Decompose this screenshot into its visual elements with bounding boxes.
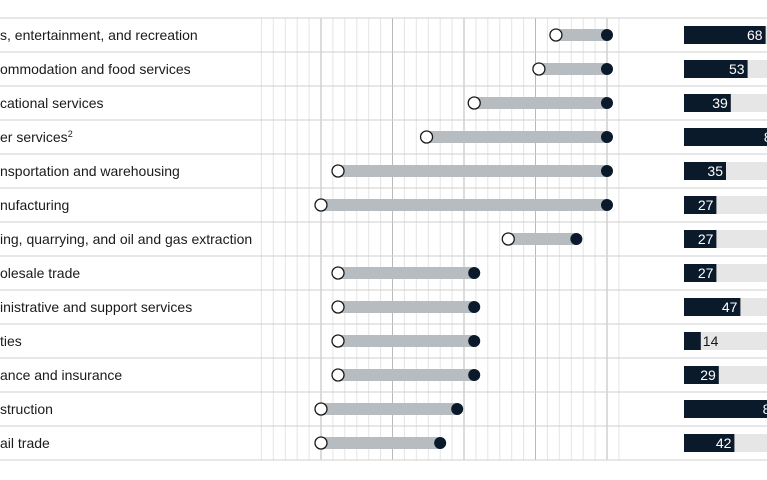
end-point [451,403,464,415]
bar [684,26,766,44]
start-point [314,198,328,212]
bar [684,366,719,384]
bar-value-label: 53 [729,61,745,77]
bar-value-label: 27 [698,231,714,247]
chart-row: nufacturing 27 [0,196,767,214]
end-point [601,131,613,143]
chart-row: olesale trade 27 [0,264,767,282]
bar [684,60,748,78]
end-point [468,335,481,347]
category-label: struction [0,401,53,417]
end-point [601,63,613,75]
category-label: s, entertainment, and recreation [0,27,198,43]
start-point [549,28,563,42]
category-label: ail trade [0,435,50,451]
end-point [434,437,447,449]
end-point [468,369,481,381]
start-point [419,130,434,144]
bar-value-label: 82 [764,129,767,145]
bar [684,94,731,112]
category-label: ommodation and food services [0,61,191,77]
bar [684,230,717,248]
chart-row: ommodation and food services 53 [0,60,767,78]
chart-row: struction 81 [0,400,767,418]
chart-row: ing, quarrying, and oil and gas extracti… [0,230,767,248]
end-point [601,97,613,109]
bar [684,400,767,418]
start-point [331,368,345,382]
chart-row: nsportation and warehousing 35 [0,162,767,180]
bar [684,162,726,180]
bar-track [684,332,767,350]
category-label: nsportation and warehousing [0,163,180,179]
bar-value-label: 35 [707,163,723,179]
start-point [331,164,345,178]
bar-value-label: 81 [763,401,767,417]
start-point [467,96,481,110]
bar-value-label: 14 [703,333,719,349]
chart-rows: s, entertainment, and recreation 68 ommoda… [0,26,767,452]
category-label: nufacturing [0,197,69,213]
bar [684,332,701,350]
bar-value-label: 27 [698,265,714,281]
chart-row: er services2 82 [0,128,767,146]
category-label: er services2 [0,129,73,145]
end-point [601,199,613,211]
label-superscript: 2 [68,129,73,139]
category-label: inistrative and support services [0,299,192,315]
chart-row: ance and insurance 29 [0,366,767,384]
start-point [501,232,515,246]
bar-value-label: 27 [698,197,714,213]
chart-row: ail trade 42 [0,434,767,452]
start-point [331,300,345,314]
start-point [314,402,328,416]
row-rules [0,17,767,461]
start-point [331,266,345,280]
bar [684,196,717,214]
end-point [570,233,583,245]
category-label: ing, quarrying, and oil and gas extracti… [0,231,252,247]
end-point [468,267,481,279]
bar-value-label: 39 [712,95,728,111]
end-point [601,29,613,41]
category-label: ance and insurance [0,367,122,383]
start-point [532,62,546,76]
end-point [601,165,613,177]
category-label: olesale trade [0,265,80,281]
bar-value-label: 47 [722,299,738,315]
category-label: cational services [0,95,104,111]
bar [684,264,717,282]
chart-row: cational services 39 [0,94,767,112]
bar-value-label: 68 [747,27,763,43]
bar [684,298,741,316]
start-point [331,334,345,348]
chart-row: s, entertainment, and recreation 68 [0,26,767,44]
category-label: ties [0,333,22,349]
bar [684,434,735,452]
start-point [314,436,328,450]
bar-value-label: 42 [716,435,732,451]
bar [684,128,767,146]
bar-value-label: 29 [700,367,716,383]
chart-row: ties 14 [0,332,767,350]
chart-row: inistrative and support services 47 [0,298,767,316]
end-point [468,301,481,313]
